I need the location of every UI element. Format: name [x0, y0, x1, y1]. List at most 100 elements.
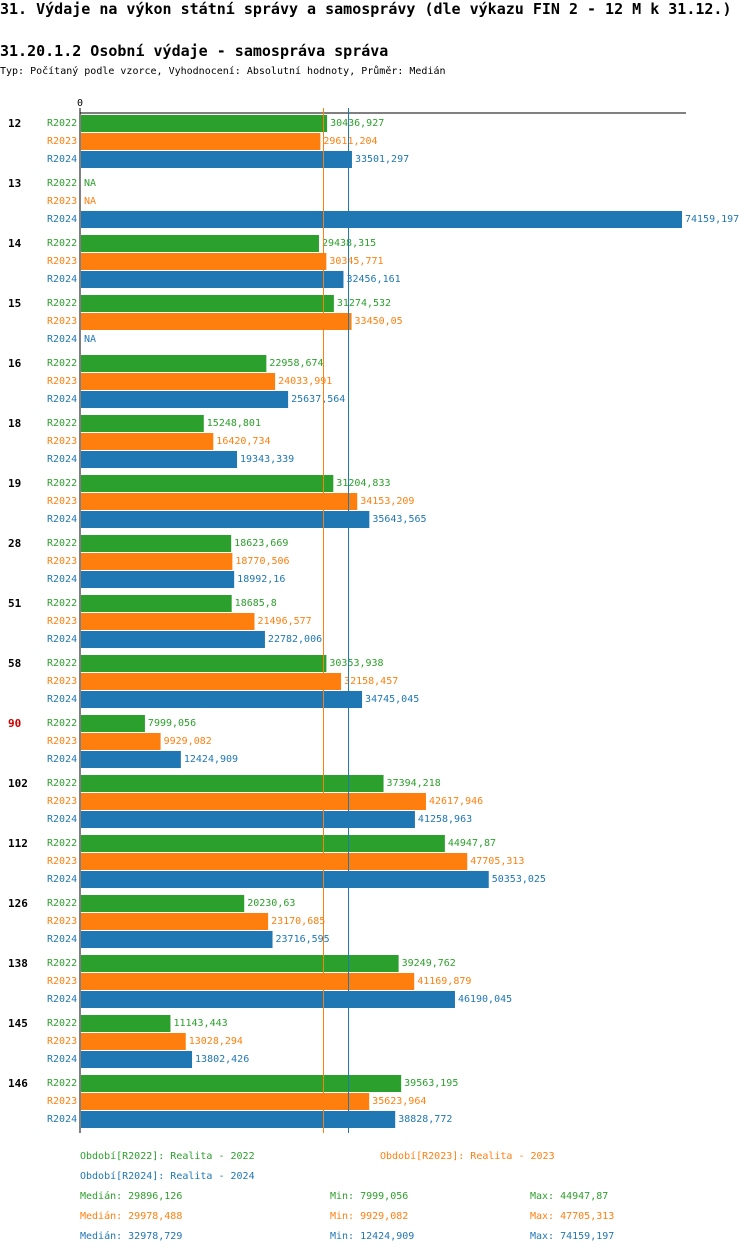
group-label-145: 145 [8, 1017, 28, 1030]
value-label-18-r2022: 15248,801 [207, 418, 261, 429]
legend-max-r2023: Max: 47705,313 [530, 1211, 615, 1222]
bar-18-r2022 [81, 415, 204, 432]
legend-median-r2024: Medián: 32978,729 [80, 1231, 183, 1242]
axis-zero-label: 0 [77, 98, 83, 109]
series-label-90-r2022: R2022 [47, 718, 77, 729]
bar-14-r2022 [81, 235, 319, 252]
value-label-51-r2023: 21496,577 [258, 616, 312, 627]
series-label-13-r2024: R2024 [47, 214, 77, 225]
bar-51-r2024 [81, 631, 265, 648]
series-label-126-r2023: R2023 [47, 916, 77, 927]
value-label-90-r2024: 12424,909 [184, 754, 238, 765]
legend-max-r2024: Max: 74159,197 [530, 1231, 615, 1242]
legend-median-r2022: Medián: 29896,126 [80, 1191, 183, 1202]
value-label-102-r2023: 42617,946 [429, 796, 483, 807]
bar-146-r2023 [81, 1093, 370, 1110]
chart-subtitle: 31.20.1.2 Osobní výdaje - samospráva spr… [0, 42, 389, 60]
group-label-12: 12 [8, 117, 21, 130]
group-label-18: 18 [8, 417, 21, 430]
value-label-14-r2022: 29438,315 [322, 238, 376, 249]
value-label-13-r2023: NA [84, 196, 96, 207]
series-label-12-r2023: R2023 [47, 136, 77, 147]
group-label-90: 90 [8, 717, 21, 730]
bar-102-r2023 [81, 793, 426, 810]
value-label-51-r2024: 22782,006 [268, 634, 322, 645]
value-label-138-r2022: 39249,762 [402, 958, 456, 969]
series-label-16-r2024: R2024 [47, 394, 77, 405]
value-label-90-r2023: 9929,082 [164, 736, 212, 747]
value-label-126-r2022: 20230,63 [247, 898, 295, 909]
series-label-138-r2022: R2022 [47, 958, 77, 969]
value-label-13-r2024: 74159,197 [685, 214, 739, 225]
bar-51-r2023 [81, 613, 255, 630]
bar-16-r2024 [81, 391, 289, 408]
series-label-28-r2023: R2023 [47, 556, 77, 567]
value-label-126-r2024: 23716,595 [276, 934, 330, 945]
series-label-51-r2023: R2023 [47, 616, 77, 627]
value-label-28-r2024: 18992,16 [237, 574, 285, 585]
series-label-15-r2022: R2022 [47, 298, 77, 309]
group-label-15: 15 [8, 297, 21, 310]
value-label-138-r2024: 46190,045 [458, 994, 512, 1005]
series-label-145-r2022: R2022 [47, 1018, 77, 1029]
bar-12-r2024 [81, 151, 352, 168]
bar-14-r2023 [81, 253, 327, 270]
value-label-58-r2024: 34745,045 [365, 694, 419, 705]
series-label-146-r2023: R2023 [47, 1096, 77, 1107]
bar-15-r2023 [81, 313, 352, 330]
value-label-145-r2024: 13802,426 [195, 1054, 249, 1065]
value-label-102-r2022: 37394,218 [387, 778, 441, 789]
series-label-14-r2024: R2024 [47, 274, 77, 285]
series-label-102-r2022: R2022 [47, 778, 77, 789]
value-label-12-r2023: 29611,204 [323, 136, 377, 147]
series-label-138-r2023: R2023 [47, 976, 77, 987]
series-label-51-r2024: R2024 [47, 634, 77, 645]
legend-min-r2023: Min: 9929,082 [330, 1211, 409, 1222]
bar-58-r2022 [81, 655, 327, 672]
series-label-146-r2024: R2024 [47, 1114, 77, 1125]
series-label-19-r2022: R2022 [47, 478, 77, 489]
value-label-28-r2022: 18623,669 [234, 538, 288, 549]
bar-19-r2023 [81, 493, 358, 510]
value-label-16-r2024: 25637,564 [291, 394, 345, 405]
bar-138-r2022 [81, 955, 399, 972]
bar-90-r2022 [81, 715, 145, 732]
bar-51-r2022 [81, 595, 232, 612]
group-label-146: 146 [8, 1077, 28, 1090]
legend-min-r2024: Min: 12424,909 [330, 1231, 415, 1242]
bar-28-r2022 [81, 535, 232, 552]
value-label-15-r2022: 31274,532 [337, 298, 391, 309]
bar-112-r2022 [81, 835, 445, 852]
bar-chart: 0 12 R2022 30436,927 R2023 29611,204 R2024 3350… [8, 98, 739, 1133]
series-label-14-r2022: R2022 [47, 238, 77, 249]
series-label-126-r2022: R2022 [47, 898, 77, 909]
series-label-112-r2022: R2022 [47, 838, 77, 849]
series-label-112-r2024: R2024 [47, 874, 77, 885]
bar-146-r2022 [81, 1075, 402, 1092]
series-label-13-r2023: R2023 [47, 196, 77, 207]
bar-126-r2024 [81, 931, 273, 948]
series-label-90-r2024: R2024 [47, 754, 77, 765]
value-label-112-r2024: 50353,025 [492, 874, 546, 885]
series-label-90-r2023: R2023 [47, 736, 77, 747]
value-label-16-r2022: 22958,674 [269, 358, 323, 369]
series-label-28-r2024: R2024 [47, 574, 77, 585]
bar-145-r2022 [81, 1015, 171, 1032]
series-label-145-r2023: R2023 [47, 1036, 77, 1047]
group-label-16: 16 [8, 357, 22, 370]
series-label-145-r2024: R2024 [47, 1054, 77, 1065]
value-label-14-r2023: 30345,771 [329, 256, 383, 267]
value-label-102-r2024: 41258,963 [418, 814, 472, 825]
value-label-19-r2022: 31204,833 [336, 478, 390, 489]
value-label-19-r2023: 34153,209 [360, 496, 414, 507]
series-label-15-r2024: R2024 [47, 334, 77, 345]
series-label-16-r2023: R2023 [47, 376, 77, 387]
group-label-102: 102 [8, 777, 28, 790]
series-label-12-r2024: R2024 [47, 154, 77, 165]
bar-146-r2024 [81, 1111, 396, 1128]
series-label-102-r2023: R2023 [47, 796, 77, 807]
value-label-14-r2024: 32456,161 [346, 274, 400, 285]
series-label-58-r2024: R2024 [47, 694, 77, 705]
series-label-15-r2023: R2023 [47, 316, 77, 327]
series-label-58-r2023: R2023 [47, 676, 77, 687]
